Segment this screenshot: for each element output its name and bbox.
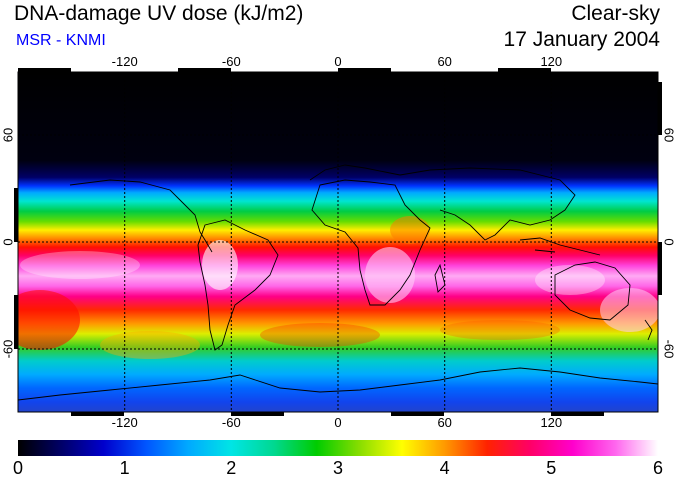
lon-tick-top: 60 bbox=[437, 54, 452, 69]
new-zealand-coast bbox=[644, 319, 653, 341]
australia-coast bbox=[554, 261, 631, 321]
africa-coast bbox=[311, 179, 431, 306]
lon-tick-top: 0 bbox=[334, 54, 342, 69]
lon-tick-bottom: 60 bbox=[437, 415, 452, 430]
lon-tick-top: -120 bbox=[111, 54, 138, 69]
antarctica-coast bbox=[18, 367, 658, 401]
colorbar-label: 0 bbox=[12, 458, 24, 478]
uv-dose-world-map bbox=[14, 68, 662, 416]
lat-tick-left: 0 bbox=[0, 238, 16, 246]
lon-tick-top: 120 bbox=[540, 54, 563, 69]
lon-tick-top: -60 bbox=[221, 54, 241, 69]
southeast-asia-islands bbox=[519, 237, 601, 256]
europe-coast bbox=[309, 164, 401, 181]
lon-tick-bottom: 120 bbox=[540, 415, 563, 430]
asia-coast bbox=[399, 167, 576, 241]
colorbar-label: 2 bbox=[226, 458, 237, 478]
colorbar bbox=[18, 440, 658, 456]
map-title: DNA-damage UV dose (kJ/m2) bbox=[14, 2, 304, 25]
date-label: 17 January 2004 bbox=[503, 28, 660, 51]
colorbar-label: 4 bbox=[439, 458, 450, 478]
north-america-coast bbox=[69, 179, 213, 253]
lon-tick-bottom: 0 bbox=[334, 415, 342, 430]
colorbar-label: 3 bbox=[332, 458, 344, 478]
lat-tick-right: 60 bbox=[661, 127, 677, 143]
colorbar-label: 5 bbox=[546, 458, 557, 478]
lat-tick-left: 60 bbox=[0, 127, 16, 143]
colorbar-label: 6 bbox=[652, 458, 664, 478]
south-america-coast bbox=[197, 219, 279, 351]
lon-tick-bottom: -120 bbox=[111, 415, 138, 430]
graticule bbox=[18, 72, 658, 412]
lat-tick-right: -60 bbox=[661, 339, 677, 359]
coastlines bbox=[18, 164, 658, 401]
map-frame bbox=[14, 68, 662, 416]
lon-tick-bottom: -60 bbox=[221, 415, 241, 430]
colorbar-label: 1 bbox=[119, 458, 130, 478]
sky-condition-label: Clear-sky bbox=[571, 2, 660, 25]
source-label: MSR - KNMI bbox=[16, 32, 106, 49]
lat-tick-left: -60 bbox=[0, 339, 16, 359]
lat-tick-right: 0 bbox=[661, 238, 677, 246]
